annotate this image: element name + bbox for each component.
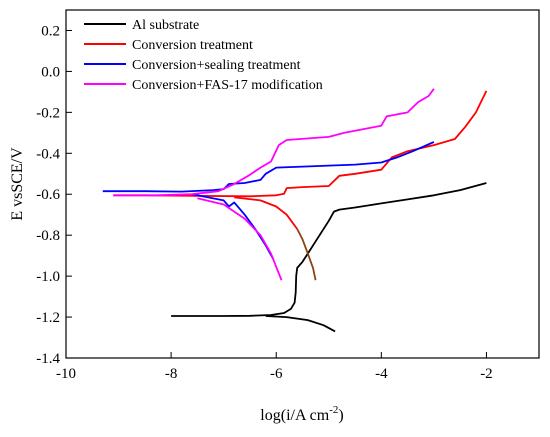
x-tick-label: -6	[270, 366, 283, 382]
series-line-3	[113, 88, 435, 197]
series-line-0	[171, 182, 487, 317]
x-tick-label: -10	[56, 366, 76, 382]
x-tick-label: -4	[375, 366, 388, 382]
series-line-1	[113, 90, 488, 198]
y-tick-label: -0.8	[36, 228, 60, 244]
series-line-1	[234, 196, 298, 230]
x-axis-title-end: )	[338, 407, 343, 424]
legend-label-1: Conversion treatment	[132, 38, 253, 53]
x-tick-label: -8	[165, 366, 178, 382]
legend-label-0: Al substrate	[132, 18, 199, 33]
x-tick-label: -2	[480, 366, 493, 382]
legend: Al substrate Conversion treatment Conversi…	[84, 18, 323, 93]
y-tick-label: -0.2	[36, 105, 60, 121]
series-group	[102, 88, 488, 333]
y-tick-label: -1.0	[36, 269, 60, 285]
y-tick-label: 0.0	[41, 64, 60, 80]
x-axis-title-sup: -2	[329, 404, 338, 416]
series-line-0	[265, 315, 336, 333]
axis-ticks: -10 -8 -6 -4 -2 0.2 0.0 -0.2 -0.4 -0.6 -0.8 -1.0 -1.…	[36, 23, 492, 382]
y-tick-label: 0.2	[41, 23, 60, 39]
y-tick-label: -1.2	[36, 310, 60, 326]
x-axis-title-main: log(i/A cm	[260, 407, 329, 424]
series-line-4	[296, 228, 317, 281]
y-tick-label: -0.4	[36, 146, 60, 162]
legend-label-2: Conversion+sealing treatment	[132, 58, 301, 73]
x-axis-title: log(i/A cm-2)	[260, 404, 343, 424]
y-axis-title: E vsSCE/V	[9, 147, 26, 221]
series-line-3	[197, 197, 283, 281]
series-line-2	[191, 193, 275, 261]
plot-frame	[65, 9, 540, 359]
series-line-2	[102, 141, 435, 193]
y-tick-label: -1.4	[36, 351, 60, 367]
legend-label-3: Conversion+FAS-17 modification	[132, 78, 323, 93]
y-tick-label: -0.6	[36, 187, 60, 203]
